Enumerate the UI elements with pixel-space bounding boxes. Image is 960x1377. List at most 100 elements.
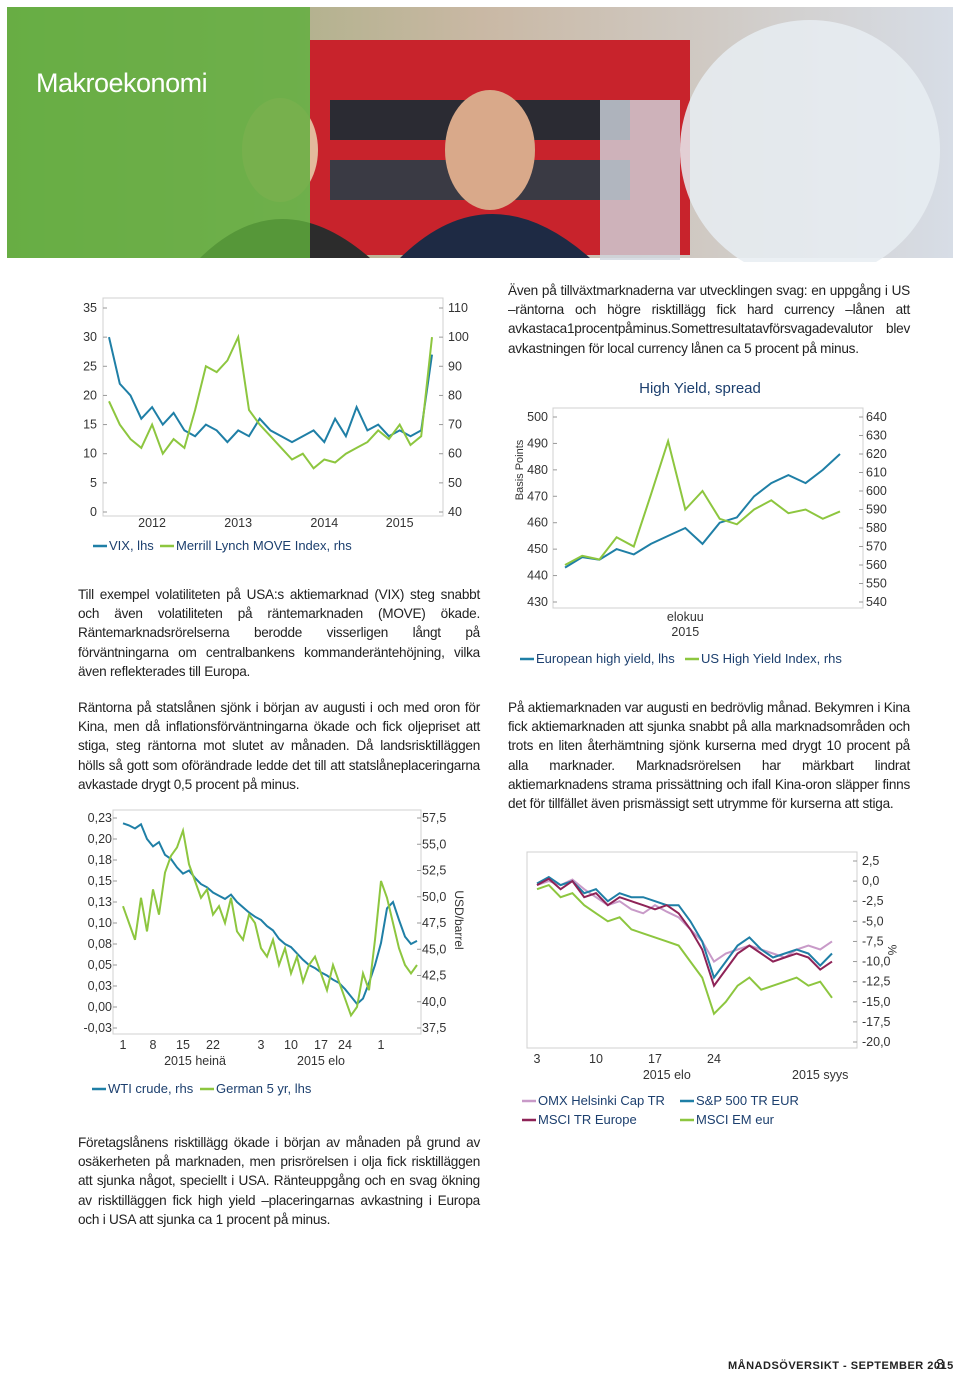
person-face [445,90,535,210]
y-tick-label: 0,0 [862,874,879,888]
legend-label: OMX Helsinki Cap TR [538,1093,665,1108]
y-tick-label: -5,0 [862,914,884,928]
y-tick-label: 50,0 [422,890,446,904]
y-tick-label: 100 [448,330,469,344]
x-tick-label: 2013 [224,516,252,530]
x-tick-label: 10 [284,1038,298,1052]
x-tick-label: 24 [707,1052,721,1066]
plot-frame [102,297,444,517]
y-tick-label: 60 [448,447,462,461]
y-tick-label: 90 [448,359,462,373]
y-tick-label: 450 [527,542,548,556]
y-tick-label: 80 [448,388,462,402]
paragraph: Räntorna på statslånen sjönk i början av… [78,700,480,792]
y-tick-label: 480 [527,463,548,477]
x-tick-label: elokuu 2015 [667,610,704,639]
y-tick-label: 5 [90,476,97,490]
paragraph: Till exempel volatiliteten på USA:s akti… [78,587,480,679]
y-tick-label: 630 [866,429,887,443]
plot-frame [526,851,858,1049]
series-line [122,826,418,1018]
x-group-label: 2015 elo [643,1068,691,1082]
y-tick-label: 430 [527,595,548,609]
series-line [536,877,833,988]
y-tick-label: -15,0 [862,995,891,1009]
series-line [564,453,841,569]
y-tick-label: 0,03 [88,979,112,993]
y-tick-label: 0,13 [88,895,112,909]
y-tick-label: 40,0 [422,995,446,1009]
y-tick-label: 440 [527,569,548,583]
y-tick-label: -2,5 [862,894,884,908]
y-tick-label: 0,08 [88,937,112,951]
y-tick-label: 40 [448,505,462,519]
x-tick-label: 2014 [310,516,338,530]
y-tick-label: 550 [866,577,887,591]
y2-axis-label: % [885,945,899,956]
y-tick-label: 570 [866,540,887,554]
y-tick-label: 0 [90,505,97,519]
x-group-label: 2015 elo [297,1054,345,1068]
title-box [7,7,310,258]
plot-frame [552,407,864,609]
series-line [122,822,418,1006]
y-tick-label: 0,10 [88,916,112,930]
x-group-label: 2015 syys [792,1068,848,1082]
y-tick-label: 580 [866,521,887,535]
x-tick-label: 3 [534,1052,541,1066]
y-tick-label: -7,5 [862,934,884,948]
series-line [564,437,841,566]
y-tick-label: 55,0 [422,837,446,851]
legend-label: Merrill Lynch MOVE Index, rhs [176,538,352,553]
y-tick-label: 0,05 [88,958,112,972]
y-tick-label: 35 [83,301,97,315]
legend-label: European high yield, lhs [536,651,675,666]
series-line [108,336,433,444]
y-tick-label: -17,5 [862,1015,891,1029]
y-tick-label: 70 [448,418,462,432]
x-tick-label: 2012 [138,516,166,530]
page-title: Makroekonomi [36,68,207,98]
x-tick-label: 1 [378,1038,385,1052]
y-tick-label: -10,0 [862,955,891,969]
legend-label: S&P 500 TR EUR [696,1093,799,1108]
x-tick-label: 2015 [386,516,414,530]
x-tick-label: 8 [150,1038,157,1052]
x-group-label: 2015 heinä [164,1054,226,1068]
y-tick-label: 540 [866,595,887,609]
y-tick-label: 30 [83,330,97,344]
legend-label: US High Yield Index, rhs [701,651,842,666]
legend-label: VIX, lhs [109,538,154,553]
x-tick-label: 3 [258,1038,265,1052]
y-tick-label: 37,5 [422,1021,446,1035]
y-tick-label: 560 [866,558,887,572]
series-line [536,878,833,964]
x-tick-label: 17 [314,1038,328,1052]
legend-label: MSCI EM eur [696,1112,775,1127]
y-tick-label: 45,0 [422,942,446,956]
y-tick-label: 600 [866,484,887,498]
legend-label: MSCI TR Europe [538,1112,637,1127]
y-tick-label: 110 [448,301,468,315]
person-suit [400,214,590,258]
series-line [108,333,433,470]
y-tick-label: 460 [527,516,548,530]
y-tick-label: 2,5 [862,854,879,868]
y-tick-label: 640 [866,410,887,424]
y-tick-label: 42,5 [422,969,446,983]
y-tick-label: 57,5 [422,811,446,825]
x-tick-label: 17 [648,1052,662,1066]
y-tick-label: 25 [83,359,97,373]
y-tick-label: 15 [83,418,97,432]
y-tick-label: 20 [83,388,97,402]
y-axis-label: Basis Points [514,439,526,500]
legend-label: German 5 yr, lhs [216,1081,312,1096]
x-tick-label: 22 [206,1038,220,1052]
series-line [536,883,833,1016]
y-tick-label: 52,5 [422,864,446,878]
y-tick-label: 470 [527,489,548,503]
y-tick-label: 0,20 [88,832,112,846]
x-tick-label: 10 [589,1052,603,1066]
y-tick-label: -20,0 [862,1035,891,1049]
